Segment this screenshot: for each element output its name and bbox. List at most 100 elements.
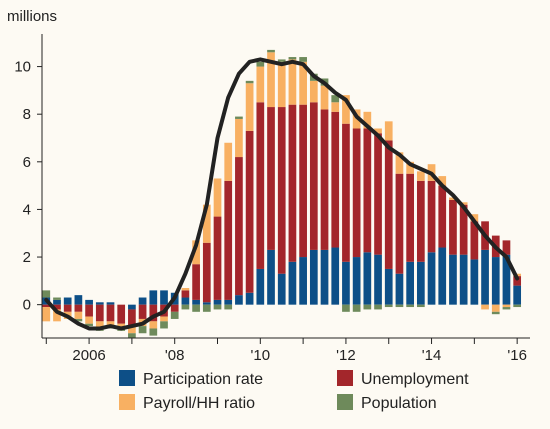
bar-segment-participation-rate-1 (53, 299, 61, 305)
bar-segment-payroll-hh-ratio-40 (470, 214, 479, 222)
bar-segment-participation-rate-34 (406, 261, 414, 305)
axes-layer: 0 2 4 6 8 10 2006 '08 '10 '12 '14 '16 (14, 34, 530, 364)
bar-segment-unemployment-15 (202, 242, 211, 303)
bar-segment-participation-rate-8 (128, 304, 136, 310)
bar-segment-payroll-hh-ratio-33 (395, 152, 404, 174)
bar-segment-payroll-hh-ratio-15 (202, 204, 211, 243)
bar-segment-participation-rate-11 (160, 290, 168, 305)
bar-segment-population-11 (160, 321, 168, 329)
bar-segment-unemployment-43 (502, 240, 511, 255)
bar-segment-unemployment-10 (149, 304, 158, 322)
line-layer (44, 57, 520, 331)
bar-segment-unemployment-44 (513, 276, 522, 286)
bar-segment-unemployment-26 (320, 109, 329, 250)
bar-segment-population-18 (235, 116, 243, 119)
bar-segment-payroll-hh-ratio-28 (342, 95, 350, 124)
bar-segment-participation-rate-37 (438, 247, 447, 305)
bar-segment-participation-rate-21 (267, 249, 275, 305)
bar-segment-participation-rate-30 (363, 252, 372, 305)
bar-segment-unemployment-20 (256, 102, 265, 269)
bar-segment-unemployment-5 (95, 304, 104, 322)
bar-segment-participation-rate-15 (202, 302, 211, 305)
bar-segment-population-29 (352, 304, 361, 312)
bar-segment-population-17 (224, 304, 233, 310)
x-tick-label-2016: '16 (507, 347, 527, 364)
bar-segment-payroll-hh-ratio-21 (267, 52, 275, 108)
bar-segment-participation-rate-3 (74, 295, 83, 305)
x-tick-label-2006: 2006 (72, 347, 105, 364)
legend-label-payroll-hh-ratio: Payroll/HH ratio (143, 395, 255, 412)
bar-segment-participation-rate-26 (320, 249, 329, 305)
bar-segment-participation-rate-41 (481, 249, 489, 305)
bar-segment-unemployment-38 (449, 199, 457, 255)
bar-segment-participation-rate-16 (213, 299, 222, 305)
bar-segment-unemployment-6 (106, 304, 115, 322)
bar-segment-participation-rate-10 (149, 290, 158, 305)
bar-segment-participation-rate-9 (138, 297, 147, 305)
bar-segment-population-15 (202, 304, 211, 312)
bar-segment-population-10 (149, 328, 158, 336)
bar-segment-unemployment-1 (53, 304, 61, 310)
bar-segment-payroll-hh-ratio-8 (128, 326, 136, 334)
x-tick-label-2014: '14 (422, 347, 442, 364)
bar-segment-population-1 (53, 297, 61, 300)
bar-segment-unemployment-25 (309, 102, 318, 250)
bar-segment-payroll-hh-ratio-39 (459, 202, 468, 205)
legend-swatch-participation-rate (119, 370, 135, 386)
bar-segment-participation-rate-38 (449, 254, 457, 305)
bar-segment-unemployment-3 (74, 304, 83, 312)
bar-segment-payroll-hh-ratio-22 (277, 61, 286, 108)
bar-segment-participation-rate-4 (85, 299, 93, 305)
bar-segment-payroll-hh-ratio-26 (320, 85, 329, 110)
bar-segment-population-20 (256, 61, 265, 67)
bar-segment-population-27 (331, 95, 340, 103)
bar-segment-unemployment-14 (192, 264, 200, 300)
bar-segment-unemployment-32 (384, 140, 393, 269)
bar-segment-unemployment-30 (363, 128, 372, 253)
bar-segment-unemployment-27 (331, 111, 340, 248)
legend-swatch-unemployment (337, 370, 353, 386)
bar-segment-population-30 (363, 304, 372, 310)
bar-segment-participation-rate-6 (106, 302, 115, 305)
bar-segment-participation-rate-2 (63, 297, 72, 305)
bar-segment-payroll-hh-ratio-11 (160, 316, 168, 322)
bar-segment-payroll-hh-ratio-30 (363, 111, 372, 129)
bar-segment-participation-rate-13 (181, 297, 190, 305)
bar-segment-payroll-hh-ratio-18 (235, 118, 243, 158)
bar-segment-participation-rate-14 (192, 299, 200, 305)
bar-segment-unemployment-24 (299, 104, 307, 258)
bar-segment-participation-rate-17 (224, 299, 233, 305)
bar-segment-payroll-hh-ratio-4 (85, 316, 93, 324)
bar-segment-population-21 (267, 49, 275, 53)
bar-segment-participation-rate-24 (299, 257, 307, 305)
bar-segment-population-28 (342, 304, 350, 312)
bar-segment-unemployment-9 (138, 304, 147, 319)
bar-segment-unemployment-29 (352, 128, 361, 258)
bar-segment-payroll-hh-ratio-16 (213, 178, 222, 217)
bar-segment-payroll-hh-ratio-17 (224, 142, 233, 181)
legend-label-participation-rate: Participation rate (143, 371, 263, 388)
y-tick-label-10: 10 (14, 59, 31, 76)
bar-segment-population-23 (288, 57, 297, 60)
bar-segment-participation-rate-22 (277, 273, 286, 305)
bar-segment-population-3 (74, 318, 83, 322)
bar-segment-participation-rate-32 (384, 268, 393, 305)
bar-segment-payroll-hh-ratio-38 (449, 197, 457, 200)
bar-segment-population-22 (277, 59, 286, 62)
legend-label-unemployment: Unemployment (361, 371, 469, 388)
bar-segment-participation-rate-44 (513, 285, 522, 305)
bar-segment-participation-rate-27 (331, 247, 340, 305)
bar-segment-participation-rate-18 (235, 295, 243, 305)
bar-segment-unemployment-23 (288, 104, 297, 262)
bar-segment-unemployment-2 (63, 304, 72, 312)
bar-segment-population-9 (138, 326, 147, 334)
bar-segment-population-4 (85, 323, 93, 327)
bar-segment-unemployment-34 (406, 173, 414, 262)
bar-segment-population-31 (374, 304, 382, 310)
bar-segment-participation-rate-20 (256, 268, 265, 305)
bar-segment-unemployment-31 (374, 133, 382, 255)
bar-segment-unemployment-21 (267, 107, 275, 250)
bar-segment-unemployment-28 (342, 123, 350, 262)
bar-segment-unemployment-37 (438, 185, 447, 248)
